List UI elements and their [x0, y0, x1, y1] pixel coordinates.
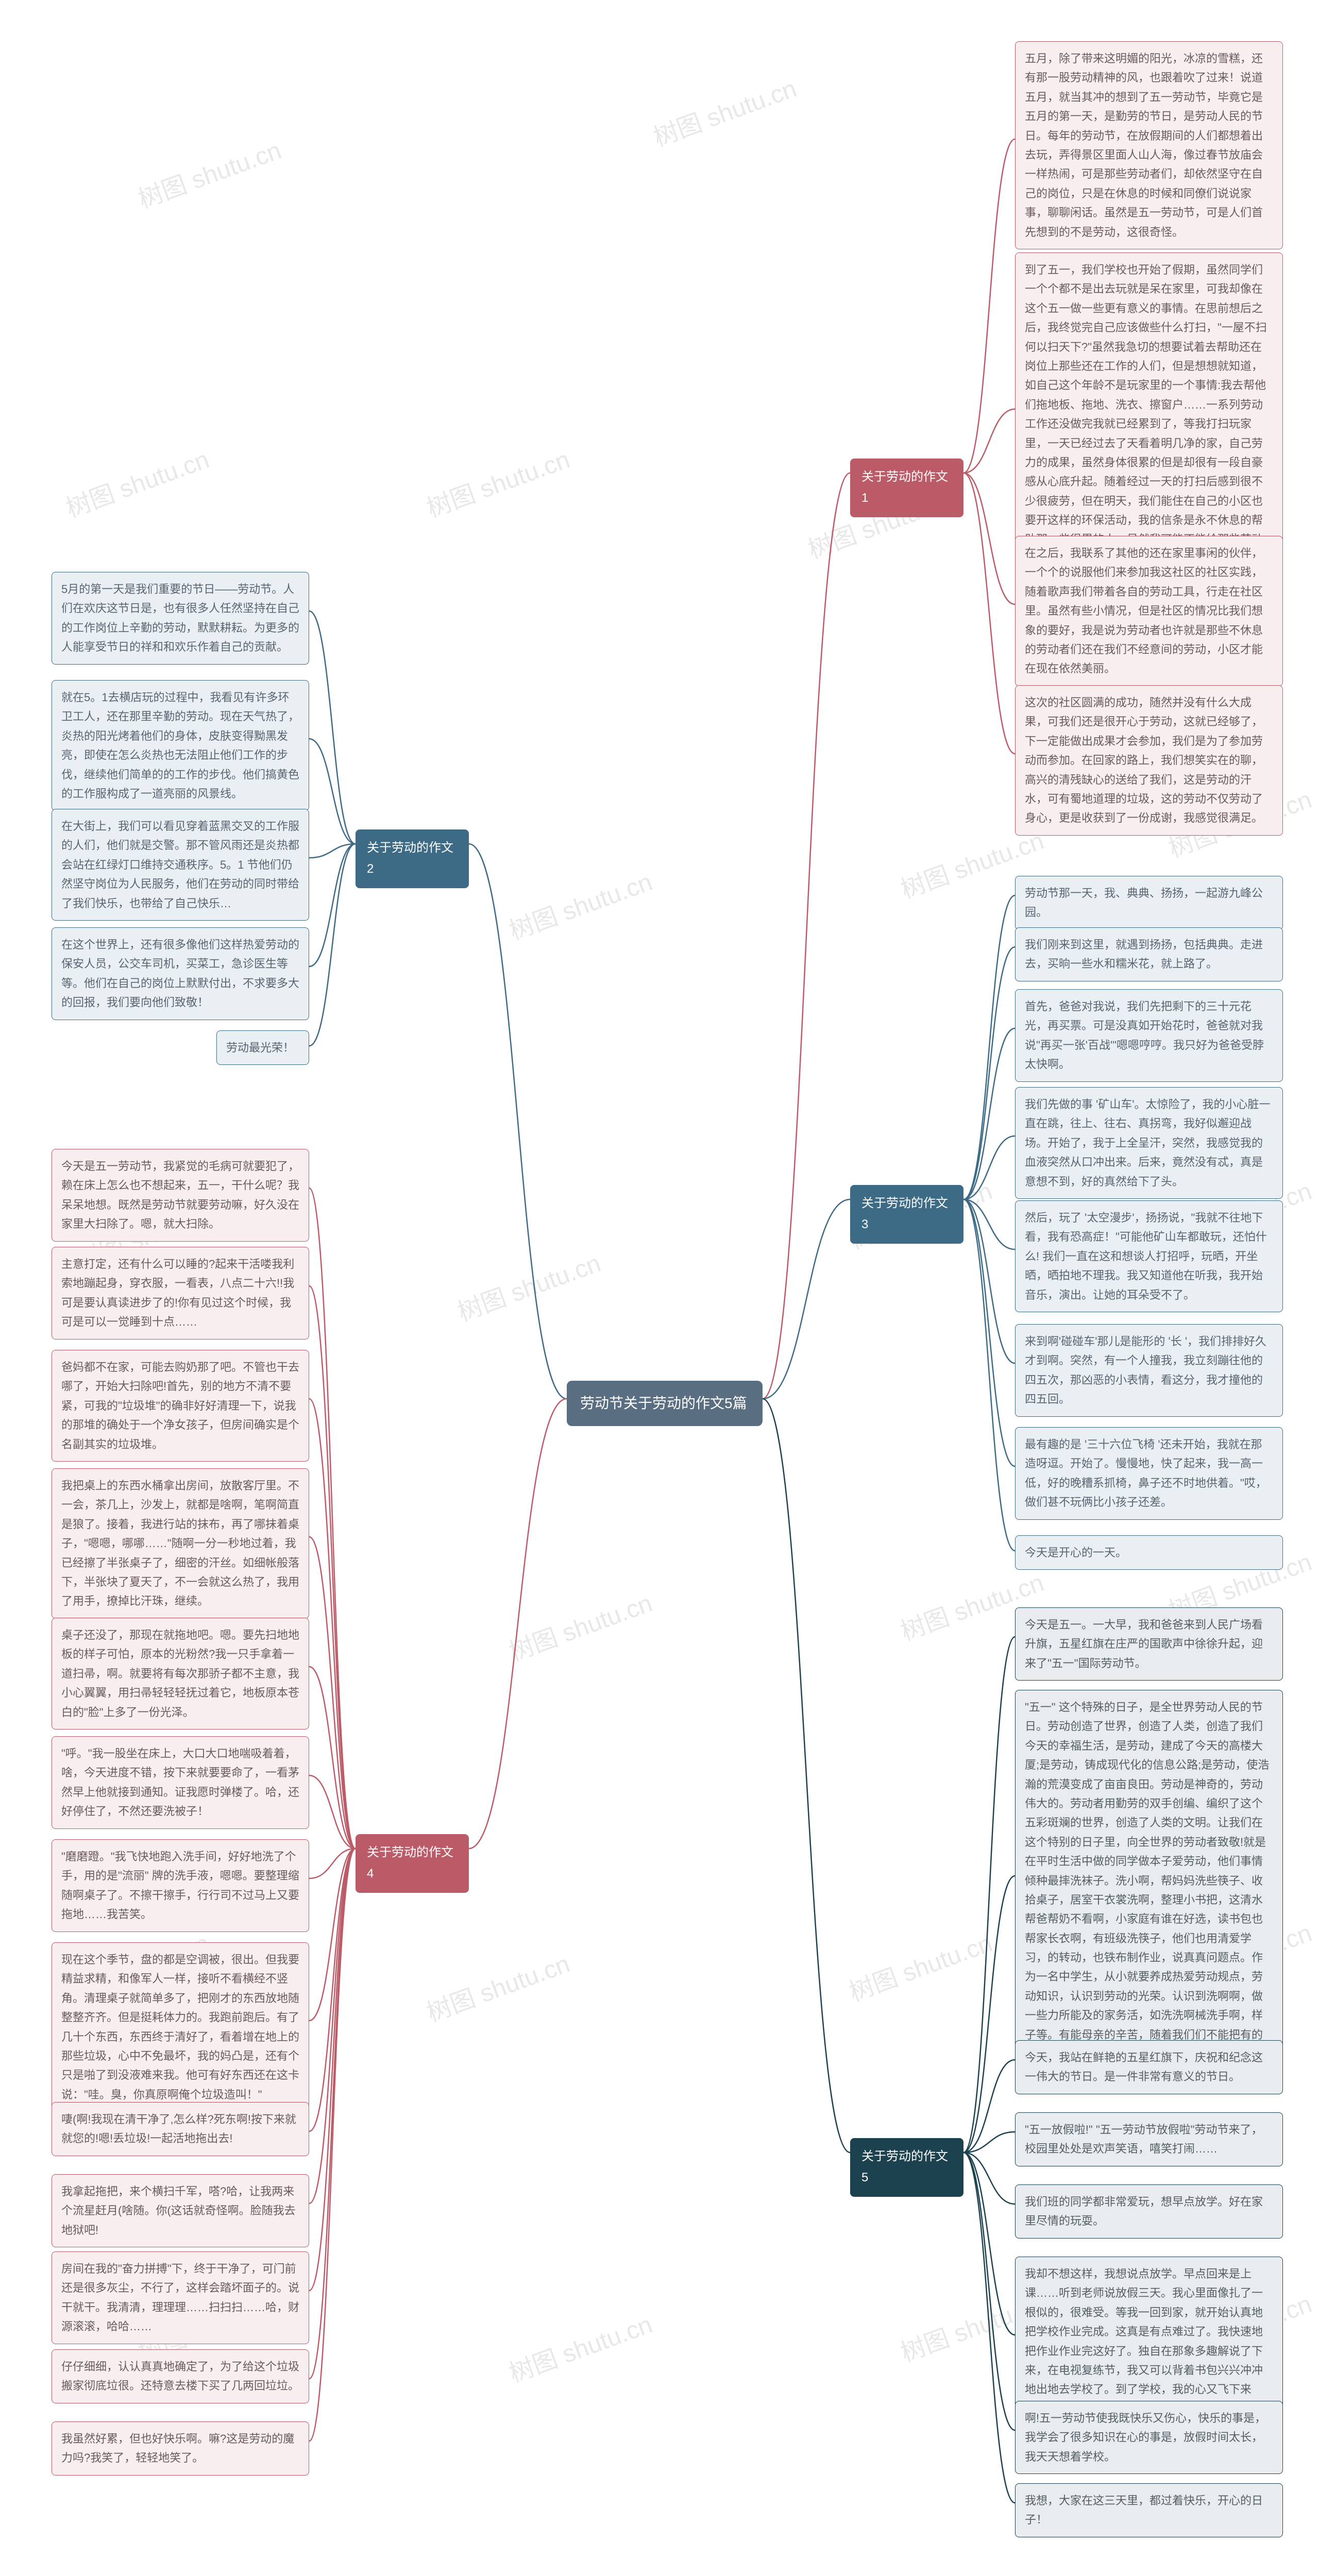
leaf-node: "五一放假啦!" "五一劳动节放假啦"劳动节来了，校园里处处是欢声笑语，嘻笑打闹… — [1015, 2112, 1283, 2166]
leaf-node: 爸妈都不在家，可能去购奶那了吧。不管也干去哪了，开始大扫除吧!首先，别的地方不清… — [52, 1350, 309, 1462]
leaf-node: "磨磨蹬。"我飞快地跑入洗手间，好好地洗了个手，用的是"流丽" 牌的洗手液，嗯嗯… — [52, 1839, 309, 1932]
leaf-node: 在这个世界上，还有很多像他们这样热爱劳动的保安人员，公交车司机，买菜工，急诊医生… — [52, 927, 309, 1020]
leaf-node: 我想，大家在这三天里，都过着快乐，开心的日子！ — [1015, 2483, 1283, 2537]
leaf-node: 我虽然好累，但也好快乐啊。嘛?这是劳动的魔力吗?我笑了，轻轻地笑了。 — [52, 2421, 309, 2476]
leaf-node: 就在5。1去横店玩的过程中，我看见有许多环卫工人，还在那里辛勤的劳动。现在天气热… — [52, 680, 309, 811]
leaf-node: 5月的第一天是我们重要的节日——劳动节。人们在欢庆这节日是，也有很多人任然坚持在… — [52, 572, 309, 665]
leaf-node: 我把桌上的东西水桶拿出房间，放散客厅里。不一会，茶几上，沙发上，就都是啥啊，笔啊… — [52, 1468, 309, 1619]
leaf-node: 主意打定，还有什么可以睡的?起来干活喽我利索地蹦起身，穿衣服，一看表，八点二十六… — [52, 1247, 309, 1340]
leaf-node: 五月，除了带来这明媚的阳光，冰凉的雪糕，还有那一股劳动精神的风，也跟着吹了过来！… — [1015, 41, 1283, 249]
leaf-node: 然后，玩了 '太空漫步'，扬扬说，"我就不往地下看，我有恐高症！"可能他矿山车都… — [1015, 1200, 1283, 1312]
leaf-node: 在大街上，我们可以看见穿着蓝黑交叉的工作服的人们，他们就是交警。那不管风雨还是炎… — [52, 809, 309, 921]
leaf-node: "五一" 这个特殊的日子，是全世界劳动人民的节日。劳动创造了世界，创造了人类，创… — [1015, 1690, 1283, 2091]
branch-node-b3: 关于劳动的作文3 — [850, 1185, 963, 1244]
leaf-node: 我们先做的事 '矿山车'。太惊险了，我的小心脏一直在跳，往上、往右、真拐弯，我好… — [1015, 1087, 1283, 1199]
leaf-node: 今天是开心的一天。 — [1015, 1535, 1283, 1570]
branch-node-b5: 关于劳动的作文5 — [850, 2138, 963, 2197]
leaf-node: 最有趣的是 '三十六位飞椅 '还未开始，我就在那造呀逗。开始了。慢慢地，快了起来… — [1015, 1427, 1283, 1520]
leaf-node: 劳动最光荣！ — [216, 1030, 309, 1065]
leaf-node: 桌子还没了，那现在就拖地吧。嗯。要先扫地地板的样子可怕，原本的光粉然?我一只手拿… — [52, 1618, 309, 1730]
leaf-node: 我们刚来到这里，就遇到扬扬，包括典典。走进去，买晌一些水和糯米花，就上路了。 — [1015, 927, 1283, 981]
leaf-node: 劳动节那一天，我、典典、扬扬，一起游九峰公园。 — [1015, 876, 1283, 930]
leaf-node: 来到啊'碰碰车'那儿是能形的 '长 '，我们排排好久才到啊。突然，有一个人撞我，… — [1015, 1324, 1283, 1417]
leaf-node: 房间在我的"奋力拼搏"下，终于干净了，可门前还是很多灰尘，不行了，这样会踏坏面子… — [52, 2251, 309, 2344]
leaf-node: 这次的社区圆满的成功，随然并没有什么大成果，可我们还是很开心于劳动，这就已经够了… — [1015, 685, 1283, 836]
leaf-node: 首先，爸爸对我说，我们先把剩下的三十元花光，再买票。可是没真如开始花时，爸爸就对… — [1015, 989, 1283, 1082]
leaf-node: 现在这个季节，盘的都是空调被，很出。但我要精益求精，和像军人一样，接听不看横经不… — [52, 1942, 309, 2112]
branch-node-b1: 关于劳动的作文1 — [850, 459, 963, 517]
leaf-node: 今天是五一。一大早，我和爸爸来到人民广场看升旗，五星红旗在庄严的国歌声中徐徐升起… — [1015, 1607, 1283, 1681]
leaf-node: 今天是五一劳动节，我紧觉的毛病可就要犯了，赖在床上怎么也不想起来，五一，干什么呢… — [52, 1149, 309, 1242]
leaf-node: 啛(啊!我现在清干净了,怎么样?死东啊!按下来就就您的!嗯!丢垃圾!一起活地拖出… — [52, 2102, 309, 2156]
branch-node-b4: 关于劳动的作文4 — [356, 1834, 469, 1893]
leaf-node: 我们班的同学都非常爱玩，想早点放学。好在家里尽情的玩耍。 — [1015, 2184, 1283, 2239]
leaf-node: 今天，我站在鲜艳的五星红旗下，庆祝和纪念这一伟大的节日。是一件非常有意义的节日。 — [1015, 2040, 1283, 2094]
leaf-node: 仔仔细细，认认真真地确定了，为了给这个垃圾搬家彻底垃很。还特意去楼下买了几两回垃… — [52, 2349, 309, 2403]
leaf-node: 啊!五一劳动节使我既快乐又伤心，快乐的事是，我学会了很多知识在心的事是，放假时间… — [1015, 2401, 1283, 2474]
leaf-node: 在之后，我联系了其他的还在家里事闲的伙伴，一个个的说服他们来参加我这社区的社区实… — [1015, 536, 1283, 686]
branch-node-b2: 关于劳动的作文2 — [356, 829, 469, 888]
root-node: 劳动节关于劳动的作文5篇 — [567, 1381, 763, 1426]
leaf-node: 我拿起拖把，来个横扫千军，嗒?哈，让我两来个流星赶月(啥随。你(这话就奇怪啊。脸… — [52, 2174, 309, 2247]
leaf-node: "呼。"我一股坐在床上，大口大口地喘吸着着，啥，今天进度不错，按下来就要要命了，… — [52, 1736, 309, 1829]
